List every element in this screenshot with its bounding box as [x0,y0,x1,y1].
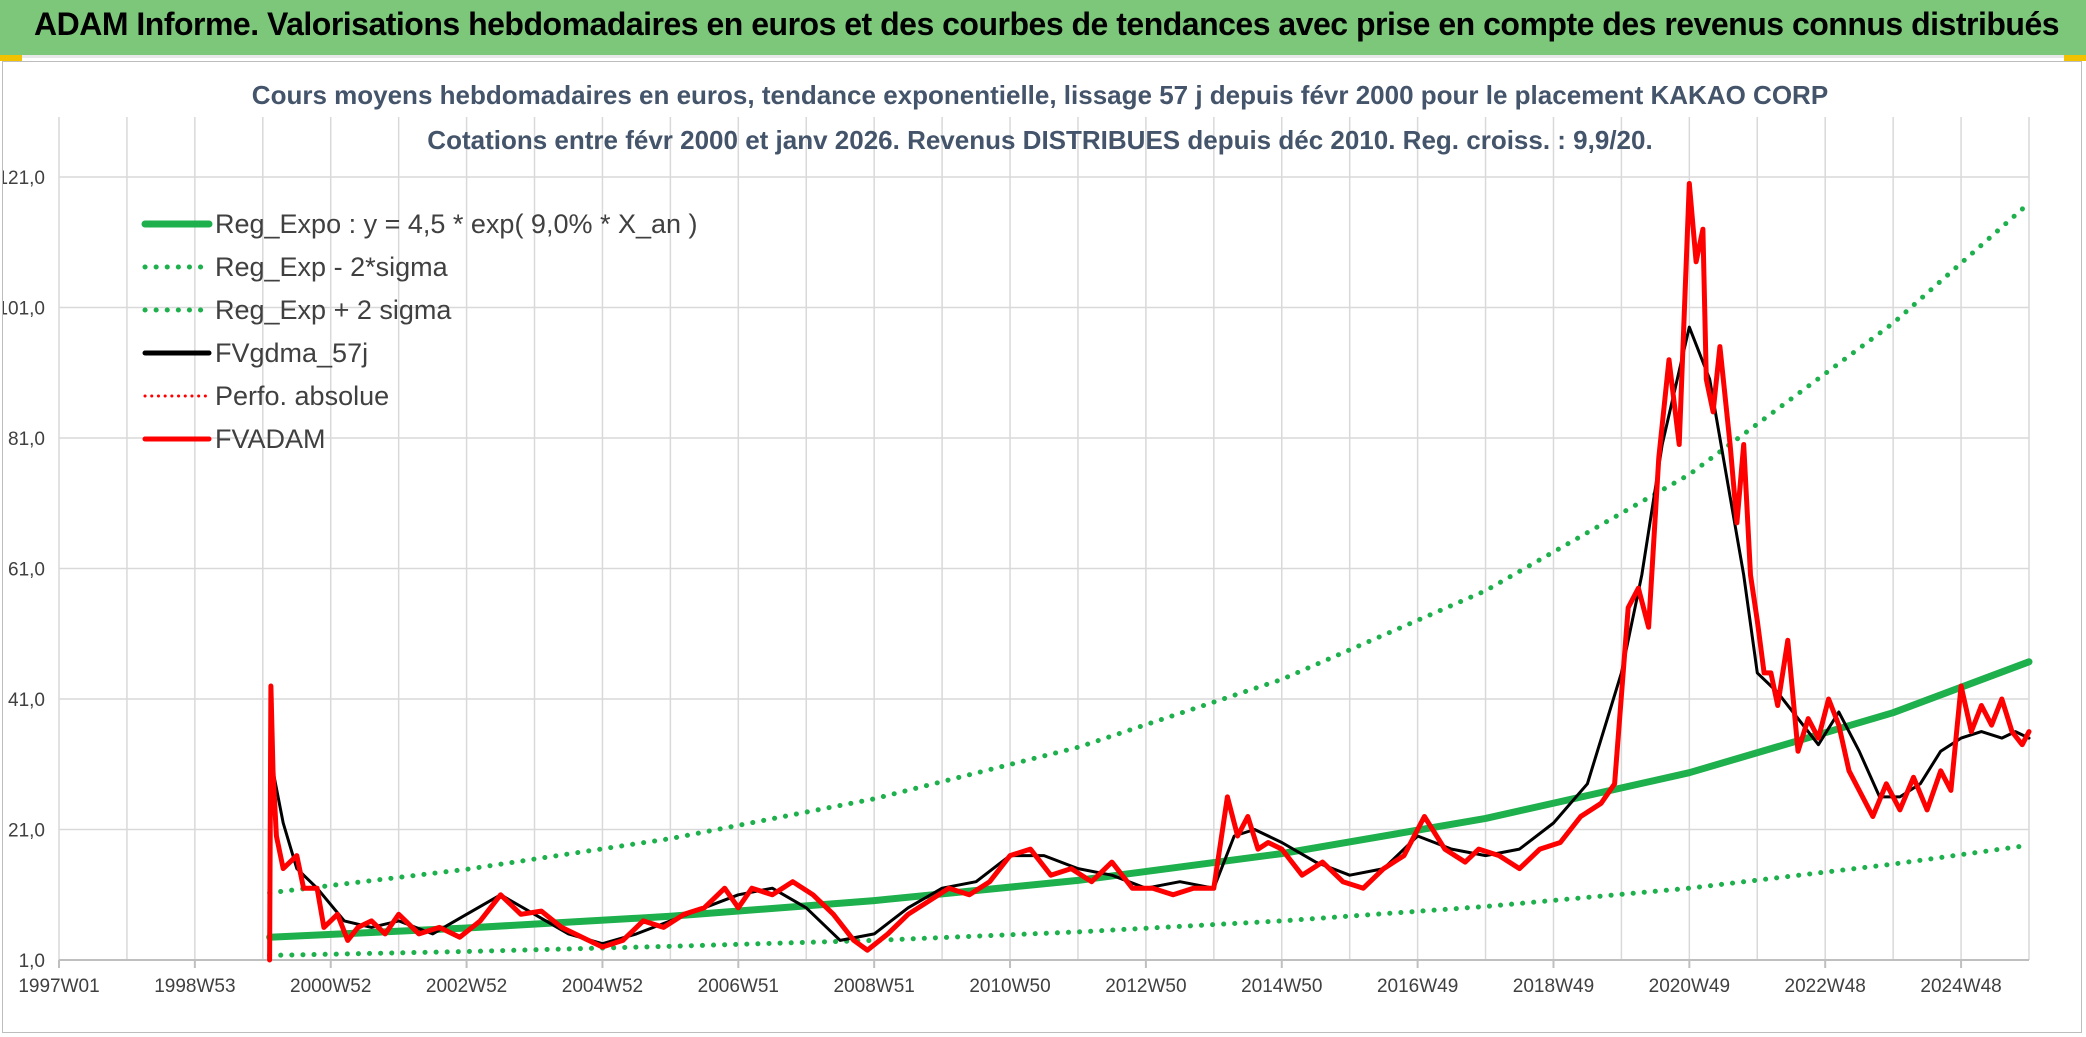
series-line-2 [267,200,2032,896]
x-tick-label: 1998W53 [154,976,235,997]
series-line-5 [267,181,2032,963]
legend: Reg_Expo : y = 4,5 * exp( 9,0% * X_an ) R… [141,209,698,454]
x-tick-label: 2006W51 [698,976,779,997]
chart: Cours moyens hebdomadaires en euros, ten… [3,80,2033,997]
x-tick-label: 2014W50 [1241,976,1322,997]
legend-label: Reg_Exp + 2 sigma [215,295,452,325]
chart-frame: Cours moyens hebdomadaires en euros, ten… [2,61,2082,1033]
x-axis: 1997W01 1998W53 2000W52 2002W52 2004W52 2006W… [18,960,2002,997]
series-line-0 [266,658,2033,941]
y-tick-label: 81,0 [8,429,45,450]
legend-label: FVgdma_57j [215,338,368,368]
x-tick-label: 2020W49 [1649,976,1730,997]
series-line-3 [271,325,2031,946]
x-tick-label: 2024W48 [1920,976,2001,997]
chart-subtitle: Cotations entre févr 2000 et janv 2026. … [427,125,1652,155]
y-tick-label: 101,0 [3,299,45,320]
x-tick-label: 2008W51 [834,976,915,997]
x-tick-label: 2000W52 [290,976,371,997]
x-tick-label: 2018W49 [1513,976,1594,997]
y-tick-label: 1,0 [19,951,45,972]
grid [58,117,2030,961]
series-group [266,181,2033,963]
legend-label: FVADAM [215,424,326,454]
y-tick-label: 61,0 [8,560,45,581]
legend-label: Reg_Exp - 2*sigma [215,252,449,282]
legend-label: Perfo. absolue [215,381,389,411]
x-tick-label: 1997W01 [18,976,99,997]
x-tick-label: 2016W49 [1377,976,1458,997]
corner-mark-left [0,55,22,61]
corner-mark-right [2064,55,2086,61]
x-tick-label: 2010W50 [969,976,1050,997]
y-axis: 1,0 21,0 41,0 61,0 81,0 101,0 121,0 [3,168,45,972]
x-tick-label: 2012W50 [1105,976,1186,997]
x-tick-label: 2002W52 [426,976,507,997]
title-banner: ADAM Informe. Valorisations hebdomadaire… [0,0,2086,58]
banner-title: ADAM Informe. Valorisations hebdomadaire… [34,6,2060,42]
series-line-1 [267,842,2032,958]
x-tick-label: 2004W52 [562,976,643,997]
y-tick-label: 121,0 [3,168,45,189]
legend-label: Reg_Expo : y = 4,5 * exp( 9,0% * X_an ) [215,209,698,239]
x-tick-label: 2022W48 [1785,976,1866,997]
y-tick-label: 21,0 [8,821,45,842]
y-tick-label: 41,0 [8,690,45,711]
chart-title: Cours moyens hebdomadaires en euros, ten… [252,80,1828,110]
